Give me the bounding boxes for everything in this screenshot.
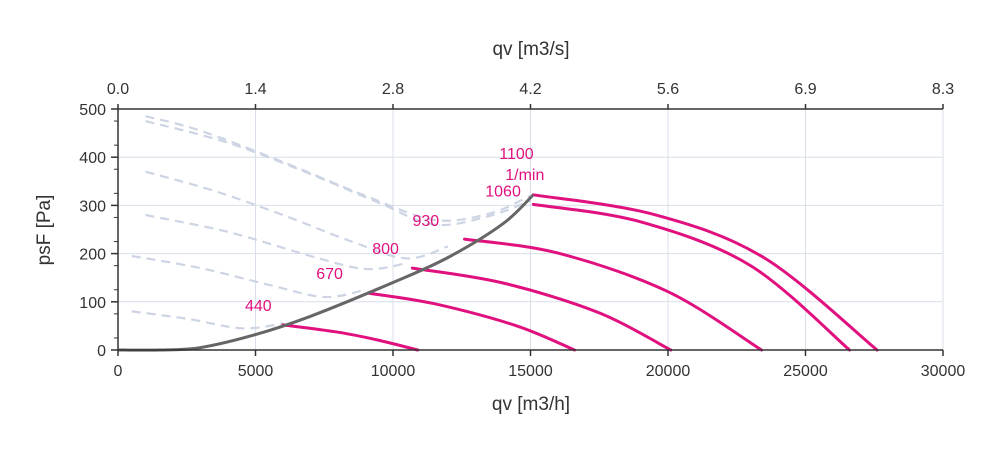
y-tick-label: 200 (79, 247, 106, 264)
dashed-curve (145, 115, 531, 222)
axes: 00.050001.4100002.8150004.2200005.625000… (79, 81, 965, 380)
speed-curve-930 (463, 237, 763, 352)
speed-curve-1060 (531, 202, 851, 352)
dashed-curve (131, 310, 284, 330)
x-tick-label: 20000 (646, 363, 691, 380)
x2-tick-label: 2.8 (382, 81, 404, 98)
x2-tick-label: 0.0 (107, 81, 129, 98)
y-tick-label: 0 (97, 343, 106, 360)
speed-curve-1100 (531, 193, 879, 352)
dashed-curve (145, 120, 531, 227)
y-tick-label: 300 (79, 198, 106, 215)
curve-label-440: 440 (245, 298, 272, 315)
curve-label-930: 930 (413, 213, 440, 230)
speed-curve-670 (366, 291, 576, 352)
speed-curves (281, 193, 879, 352)
curve-label-670: 670 (316, 266, 343, 283)
speed-curve-800 (410, 266, 673, 352)
curve-label-800: 800 (372, 241, 399, 258)
dashed-curve (145, 213, 407, 271)
x-axis-title: qv [m3/h] (492, 394, 570, 415)
x2-tick-label: 4.2 (519, 81, 541, 98)
x-tick-label: 25000 (783, 363, 828, 380)
curve-label-1100: 1100 (499, 146, 534, 163)
x-tick-label: 10000 (371, 363, 416, 380)
dashed-curves (131, 115, 531, 330)
x2-axis-title: qv [m3/s] (492, 39, 569, 60)
y-tick-label: 500 (79, 102, 106, 119)
x-tick-label: 5000 (238, 363, 274, 380)
x2-tick-label: 8.3 (932, 81, 954, 98)
y-tick-label: 400 (79, 150, 106, 167)
y-axis-title: psF [Pa] (34, 195, 55, 266)
x2-tick-label: 1.4 (244, 81, 266, 98)
curve-labels: 440 670 800 930 1060 1100 1/min (245, 146, 544, 315)
x-tick-label: 0 (114, 363, 123, 380)
dashed-curve (145, 170, 449, 260)
x-tick-label: 30000 (921, 363, 966, 380)
curve-label-1060: 1060 (485, 183, 521, 200)
y-tick-label: 100 (79, 295, 106, 312)
x-tick-label: 15000 (508, 363, 553, 380)
x2-tick-label: 6.9 (794, 81, 816, 98)
x2-tick-label: 5.6 (657, 81, 679, 98)
dashed-curve (131, 254, 366, 299)
unit-label: 1/min (505, 167, 544, 184)
speed-curve-440 (281, 323, 420, 352)
